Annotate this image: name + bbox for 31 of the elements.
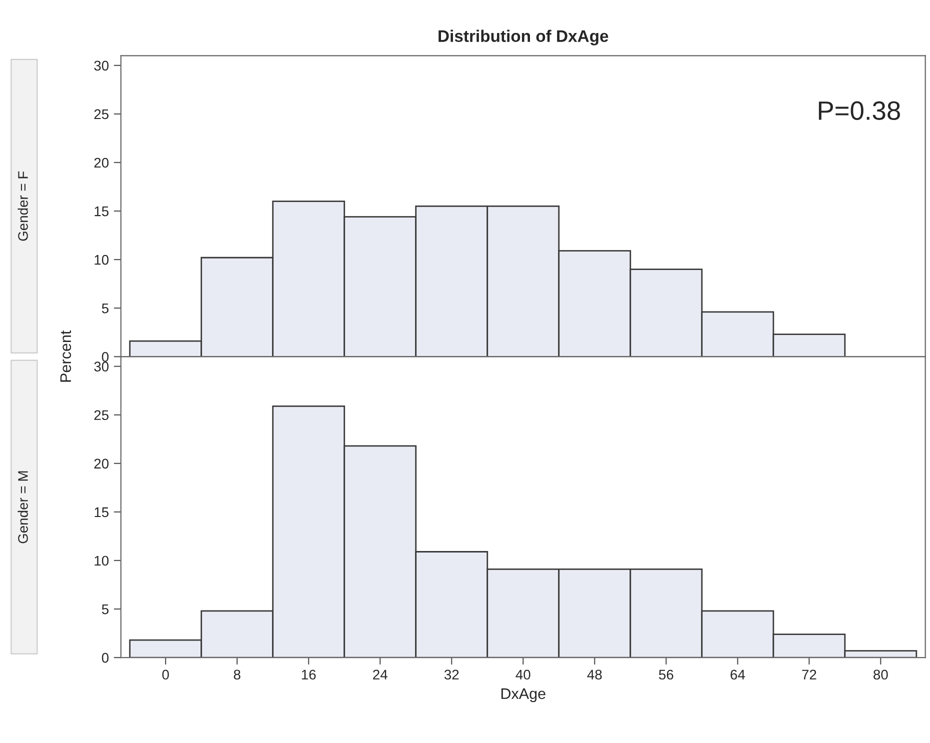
y-tick-label: 25 [94,410,109,420]
y-tick-label: 0 [102,352,109,362]
x-tick-label: 48 [587,670,602,680]
y-tick-label: 0 [102,652,109,663]
chart-title: Distribution of DxAge [438,30,608,46]
y-tick-label: 5 [102,604,109,614]
y-tick-label: 15 [94,507,109,518]
x-tick-label: 64 [730,670,745,680]
x-tick-label: 40 [516,670,530,680]
y-tick-label: 20 [94,158,109,168]
x-axis-title: DxAge [501,688,546,702]
text: Gender = M [18,471,28,544]
y-tick-label: 5 [102,304,109,314]
text: Gender = F [18,171,28,241]
y-tick-label: 10 [94,556,109,566]
x-tick-label: 24 [373,670,388,680]
x-tick-label: 8 [234,670,240,680]
x-tick-label: 56 [658,670,674,680]
x-tick-label: 16 [302,670,316,680]
annotation: P=0.38 [818,101,900,120]
x-tick-label: 0 [162,670,169,680]
y-tick-label: 30 [94,60,109,71]
y-tick-label: 10 [94,254,109,265]
x-tick-label: 80 [874,670,888,680]
x-tick-label: 72 [802,670,816,680]
y-tick-label: 20 [94,458,109,469]
y-tick-label: 30 [94,362,109,372]
y-tick-label: 25 [94,109,109,120]
y-tick-label: 15 [94,206,109,216]
x-tick-label: 32 [444,670,459,680]
y-axis-title: Percent [60,330,72,382]
